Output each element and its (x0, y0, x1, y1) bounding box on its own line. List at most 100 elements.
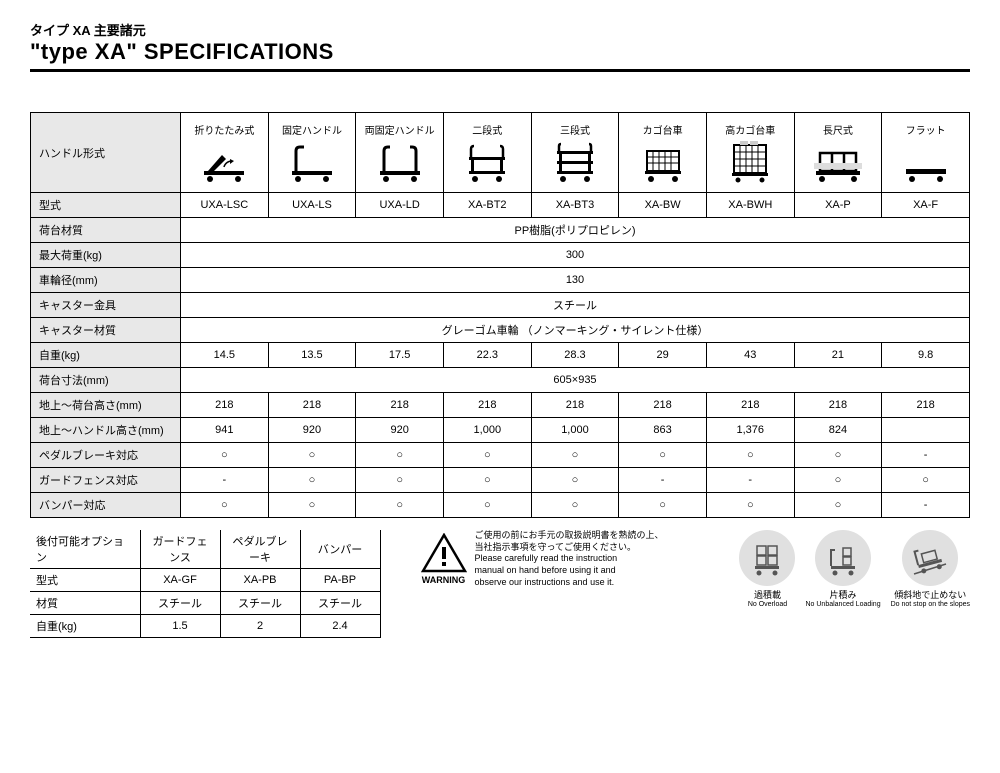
cell: スチール (300, 592, 380, 615)
cell: XA-BW (619, 193, 707, 218)
col-header: 二段式 (443, 113, 531, 193)
cell: スチール (220, 592, 300, 615)
row-label: ハンドル形式 (31, 113, 181, 193)
warning-jp1: ご使用の前にお手元の取扱説明書を熟読の上、 (475, 530, 664, 542)
cell: PP樹脂(ポリプロピレン) (181, 218, 970, 243)
cell: スチール (181, 293, 970, 318)
row-label: 荷台寸法(mm) (31, 368, 181, 393)
slope-icon (902, 530, 958, 586)
cell: 863 (619, 418, 707, 443)
long-material-cart-icon (810, 139, 866, 183)
col-header: 高カゴ台車 (706, 113, 794, 193)
safety-overload: 過積載 No Overload (739, 530, 795, 608)
cell: - (619, 468, 707, 493)
safety-jp: 片積み (805, 588, 880, 601)
type-label: フラット (884, 122, 967, 137)
cell: ○ (181, 443, 269, 468)
cell: ○ (706, 443, 794, 468)
cell: 920 (268, 418, 356, 443)
cell: 920 (356, 418, 444, 443)
col-header: カゴ台車 (619, 113, 707, 193)
row-label: 車輪径(mm) (31, 268, 181, 293)
three-tier-cart-icon (547, 139, 603, 183)
cell: 218 (706, 393, 794, 418)
type-label: 高カゴ台車 (709, 122, 792, 137)
cell: ○ (443, 468, 531, 493)
cell: スチール (140, 592, 220, 615)
cell: 9.8 (882, 343, 970, 368)
safety-slope: 傾斜地で止めない Do not stop on the slopes (891, 530, 970, 608)
safety-unbalanced: 片積み No Unbalanced Loading (805, 530, 880, 608)
type-label: 両固定ハンドル (358, 122, 441, 137)
cell: ○ (706, 493, 794, 518)
col-header: 固定ハンドル (268, 113, 356, 193)
handle-height-row: 地上～ハンドル高さ(mm) 941 920 920 1,000 1,000 86… (31, 418, 970, 443)
safety-icons: 過積載 No Overload 片積み No Unbalanced Loadin… (739, 530, 970, 608)
cell: ペダルブレーキ (220, 530, 300, 569)
cell: XA-PB (220, 569, 300, 592)
col-header: 長尺式 (794, 113, 882, 193)
cell: ○ (181, 493, 269, 518)
cell: 1,376 (706, 418, 794, 443)
cell: 218 (619, 393, 707, 418)
cell: 1,000 (443, 418, 531, 443)
cell: - (181, 468, 269, 493)
cell: ○ (443, 493, 531, 518)
cell: バンパー (300, 530, 380, 569)
safety-jp: 傾斜地で止めない (891, 588, 970, 601)
tall-cage-cart-icon (722, 139, 778, 183)
cell: ○ (619, 443, 707, 468)
cell: 218 (181, 393, 269, 418)
cell: 1,000 (531, 418, 619, 443)
col-header: フラット (882, 113, 970, 193)
row-label: 地上～荷台高さ(mm) (31, 393, 181, 418)
warning-en1: Please carefully read the instruction (475, 553, 664, 565)
col-header: 折りたたみ式 (181, 113, 269, 193)
cell: UXA-LSC (181, 193, 269, 218)
handle-type-row: ハンドル形式 折りたたみ式 固定ハンドル 両固定ハンドル (31, 113, 970, 193)
safety-en: No Unbalanced Loading (805, 601, 880, 608)
cell: 218 (882, 393, 970, 418)
cell: XA-BT3 (531, 193, 619, 218)
row-label: 最大荷重(kg) (31, 243, 181, 268)
cell: - (706, 468, 794, 493)
safety-en: No Overload (739, 601, 795, 608)
warning-text: ご使用の前にお手元の取扱説明書を熟読の上、 当社指示事項を守ってご使用ください。… (475, 530, 664, 588)
cell: UXA-LS (268, 193, 356, 218)
title-jp: タイプ XA 主要諸元 (30, 20, 970, 39)
warning-label: WARNING (421, 575, 467, 585)
cell: 29 (619, 343, 707, 368)
row-label: 荷台材質 (31, 218, 181, 243)
cell: 28.3 (531, 343, 619, 368)
cell: XA-F (882, 193, 970, 218)
title-en: "type XA" SPECIFICATIONS (30, 39, 970, 65)
cell: UXA-LD (356, 193, 444, 218)
row-label: 型式 (30, 569, 140, 592)
cell: 2.4 (300, 615, 380, 638)
type-label: 長尺式 (797, 122, 880, 137)
cell: XA-BT2 (443, 193, 531, 218)
warning-en2: manual on hand before using it and (475, 565, 664, 577)
row-label: キャスター金具 (31, 293, 181, 318)
type-label: カゴ台車 (621, 122, 704, 137)
flat-cart-icon (898, 139, 954, 183)
type-label: 折りたたみ式 (183, 122, 266, 137)
cell: 218 (268, 393, 356, 418)
cell: 130 (181, 268, 970, 293)
cell (882, 418, 970, 443)
self-weight-row: 自重(kg) 14.5 13.5 17.5 22.3 28.3 29 43 21… (31, 343, 970, 368)
cell: 218 (443, 393, 531, 418)
cell: 824 (794, 418, 882, 443)
cell: ○ (531, 443, 619, 468)
cell: ○ (619, 493, 707, 518)
type-label: 三段式 (534, 122, 617, 137)
cell: 17.5 (356, 343, 444, 368)
cell: ○ (794, 443, 882, 468)
folding-cart-icon (196, 139, 252, 183)
cell: 43 (706, 343, 794, 368)
row-label: 材質 (30, 592, 140, 615)
cell: XA-GF (140, 569, 220, 592)
options-table: 後付可能オプション ガードフェンス ペダルブレーキ バンパー 型式 XA-GF … (30, 530, 381, 638)
two-tier-cart-icon (459, 139, 515, 183)
cell: 218 (531, 393, 619, 418)
